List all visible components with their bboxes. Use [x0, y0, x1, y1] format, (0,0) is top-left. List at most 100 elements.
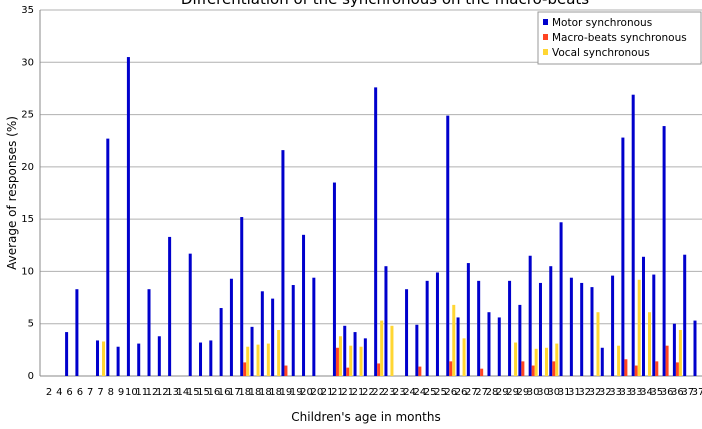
- bar: [580, 282, 584, 376]
- bar: [126, 57, 130, 377]
- bar: [246, 346, 250, 376]
- bar: [405, 289, 409, 376]
- chart-title: Differentiation of the synchronous on th…: [181, 0, 589, 8]
- x-tick-label: 33: [630, 387, 643, 398]
- x-tick-label: 7: [97, 387, 103, 398]
- x-tick-label: 9: [118, 387, 124, 398]
- bar: [611, 275, 615, 376]
- y-axis-title: Average of responses (%): [5, 116, 19, 270]
- x-tick-label: 20: [300, 387, 313, 398]
- bar: [384, 266, 388, 376]
- bar: [549, 266, 553, 376]
- x-tick-label: 22: [362, 387, 375, 398]
- bar: [277, 329, 281, 376]
- bar: [446, 115, 450, 377]
- x-tick-label: 18: [269, 387, 282, 398]
- x-tick-label: 19: [280, 387, 293, 398]
- x-tick-label: 12: [146, 387, 159, 398]
- bar: [665, 345, 669, 376]
- bar: [617, 345, 621, 376]
- bar: [552, 361, 556, 376]
- bar: [569, 277, 573, 376]
- bar: [75, 289, 79, 376]
- bar: [106, 138, 110, 376]
- x-tick-label: 32: [578, 387, 591, 398]
- x-tick-label: 13: [166, 387, 179, 398]
- bar: [260, 291, 264, 376]
- bar: [531, 365, 535, 376]
- bar: [425, 280, 429, 376]
- bar: [452, 304, 456, 376]
- legend-swatch: [543, 19, 548, 25]
- x-tick-label: 32: [599, 387, 612, 398]
- x-tick-label: 6: [66, 387, 72, 398]
- bar: [349, 345, 353, 376]
- bar: [343, 325, 347, 376]
- x-tick-label: 30: [537, 387, 550, 398]
- x-tick-label: 29: [517, 387, 530, 398]
- bar: [168, 236, 172, 376]
- x-tick-label: 18: [249, 387, 262, 398]
- bar: [662, 126, 666, 377]
- x-tick-label: 11: [135, 387, 148, 398]
- bar: [359, 346, 363, 376]
- bar: [302, 234, 306, 376]
- x-tick-label: 18: [259, 387, 272, 398]
- bar: [199, 342, 203, 376]
- bar: [652, 274, 656, 376]
- legend-swatch: [543, 34, 548, 40]
- bar: [219, 308, 223, 376]
- bar: [480, 368, 484, 376]
- bar: [209, 340, 213, 376]
- x-tick-label: 37: [681, 387, 694, 398]
- bar: [487, 312, 491, 376]
- bar: [497, 317, 501, 376]
- bar: [377, 363, 381, 376]
- bar: [518, 304, 522, 376]
- bar: [538, 282, 542, 376]
- bar: [672, 323, 676, 376]
- bar: [641, 256, 645, 376]
- x-tick-label: 6: [77, 387, 83, 398]
- bar: [590, 287, 594, 376]
- x-tick-label: 36: [661, 387, 674, 398]
- x-tick-label: 27: [465, 387, 478, 398]
- bar: [534, 348, 538, 376]
- x-tick-label: 16: [207, 387, 220, 398]
- bar: [380, 320, 384, 376]
- bar: [332, 182, 336, 376]
- x-tick-label: 17: [228, 387, 241, 398]
- bar: [243, 362, 247, 376]
- bar: [291, 285, 295, 376]
- x-tick-label: 29: [496, 387, 509, 398]
- x-tick-label: 28: [486, 387, 499, 398]
- y-tick-label: 5: [28, 319, 34, 330]
- bar: [266, 343, 270, 376]
- bar: [418, 366, 422, 376]
- bar: [137, 343, 141, 376]
- y-tick-label: 0: [28, 371, 34, 382]
- x-tick-label: 20: [310, 387, 323, 398]
- bar: [675, 362, 679, 376]
- bar: [466, 263, 470, 376]
- bar: [555, 343, 559, 376]
- x-tick-label: 25: [434, 387, 447, 398]
- legend-label: Vocal synchronous: [552, 47, 650, 59]
- legend-label: Motor synchronous: [552, 17, 652, 29]
- x-axis-title: Children's age in months: [291, 410, 440, 424]
- bar: [678, 329, 682, 376]
- x-tick-label: 19: [290, 387, 303, 398]
- bar: [634, 365, 638, 376]
- bar: [353, 332, 357, 376]
- bar: [374, 87, 378, 376]
- bar: [600, 347, 604, 376]
- legend-box: [537, 11, 702, 65]
- bar: [116, 346, 120, 376]
- x-tick-label: 18: [238, 387, 251, 398]
- bar: [415, 324, 419, 376]
- bar: [514, 342, 518, 376]
- y-tick-label: 35: [21, 5, 34, 16]
- bar: [338, 336, 342, 376]
- x-tick-label: 29: [506, 387, 519, 398]
- x-tick-label: 21: [341, 387, 354, 398]
